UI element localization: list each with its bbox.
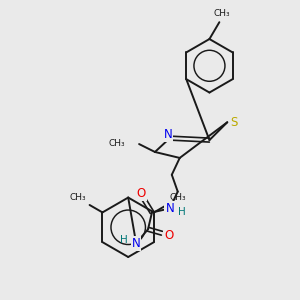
Text: H: H [178,207,186,218]
Text: O: O [164,229,173,242]
Text: H: H [120,235,128,245]
Text: N: N [164,128,172,141]
Text: O: O [136,187,146,200]
Text: N: N [132,237,140,250]
Text: CH₃: CH₃ [109,139,125,148]
Text: CH₃: CH₃ [213,9,230,18]
Text: CH₃: CH₃ [70,193,87,202]
Text: S: S [230,116,238,129]
Text: CH₃: CH₃ [170,193,186,202]
Text: N: N [165,202,174,215]
